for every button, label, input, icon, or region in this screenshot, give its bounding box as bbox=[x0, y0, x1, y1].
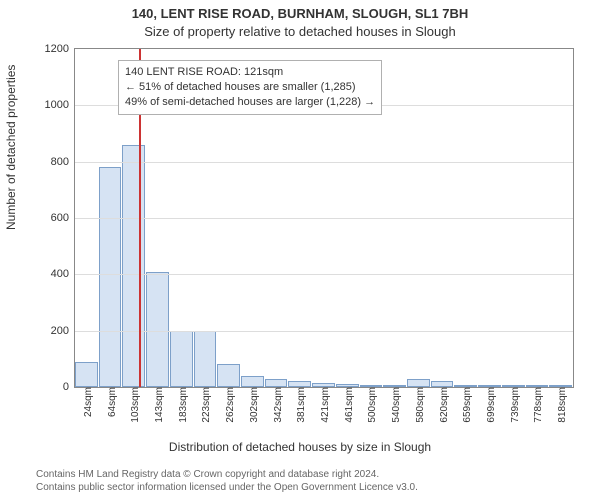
annotation-box: 140 LENT RISE ROAD: 121sqm ← 51% of deta… bbox=[118, 60, 382, 115]
gridline bbox=[75, 331, 573, 332]
x-tick-label: 262sqm bbox=[225, 387, 236, 423]
x-tick-label: 500sqm bbox=[367, 387, 378, 423]
x-tick-label: 778sqm bbox=[533, 387, 544, 423]
x-tick-label: 818sqm bbox=[557, 387, 568, 423]
x-tick-label: 659sqm bbox=[462, 387, 473, 423]
histogram-bar bbox=[122, 145, 145, 387]
histogram-bar bbox=[241, 376, 264, 387]
x-tick-label: 620sqm bbox=[439, 387, 450, 423]
gridline bbox=[75, 274, 573, 275]
x-axis-label: Distribution of detached houses by size … bbox=[0, 440, 600, 454]
histogram-bar bbox=[194, 331, 217, 387]
x-tick-label: 540sqm bbox=[391, 387, 402, 423]
x-tick-label: 302sqm bbox=[249, 387, 260, 423]
gridline bbox=[75, 218, 573, 219]
histogram-bar bbox=[146, 272, 169, 387]
chart-title: 140, LENT RISE ROAD, BURNHAM, SLOUGH, SL… bbox=[0, 6, 600, 21]
histogram-bar bbox=[170, 331, 193, 387]
y-tick-label: 1000 bbox=[45, 99, 69, 111]
x-tick-label: 24sqm bbox=[83, 387, 94, 417]
x-tick-label: 739sqm bbox=[510, 387, 521, 423]
histogram-bar bbox=[265, 379, 288, 387]
x-tick-label: 223sqm bbox=[201, 387, 212, 423]
x-tick-label: 342sqm bbox=[273, 387, 284, 423]
y-tick-label: 0 bbox=[63, 381, 69, 393]
x-tick-label: 699sqm bbox=[486, 387, 497, 423]
y-tick-label: 600 bbox=[51, 212, 69, 224]
histogram-bar bbox=[99, 167, 122, 387]
annotation-line2: ← 51% of detached houses are smaller (1,… bbox=[125, 80, 375, 95]
footer-text: Contains HM Land Registry data © Crown c… bbox=[36, 468, 418, 494]
histogram-bar bbox=[407, 379, 430, 387]
x-tick-label: 421sqm bbox=[320, 387, 331, 423]
x-tick-label: 143sqm bbox=[154, 387, 165, 423]
y-tick-label: 200 bbox=[51, 325, 69, 337]
histogram-bar bbox=[75, 362, 98, 387]
y-tick-label: 1200 bbox=[45, 43, 69, 55]
gridline bbox=[75, 162, 573, 163]
y-tick-label: 800 bbox=[51, 156, 69, 168]
chart-subtitle: Size of property relative to detached ho… bbox=[0, 24, 600, 39]
footer-line2: Contains public sector information licen… bbox=[36, 481, 418, 494]
x-tick-label: 580sqm bbox=[415, 387, 426, 423]
x-tick-label: 381sqm bbox=[296, 387, 307, 423]
x-tick-label: 64sqm bbox=[107, 387, 118, 417]
x-tick-label: 183sqm bbox=[178, 387, 189, 423]
histogram-bar bbox=[217, 364, 240, 387]
footer-line1: Contains HM Land Registry data © Crown c… bbox=[36, 468, 418, 481]
y-tick-label: 400 bbox=[51, 268, 69, 280]
annotation-line3: 49% of semi-detached houses are larger (… bbox=[125, 95, 375, 110]
y-axis-label: Number of detached properties bbox=[4, 65, 18, 230]
x-tick-label: 461sqm bbox=[344, 387, 355, 423]
annotation-line1: 140 LENT RISE ROAD: 121sqm bbox=[125, 65, 375, 80]
x-tick-label: 103sqm bbox=[130, 387, 141, 423]
